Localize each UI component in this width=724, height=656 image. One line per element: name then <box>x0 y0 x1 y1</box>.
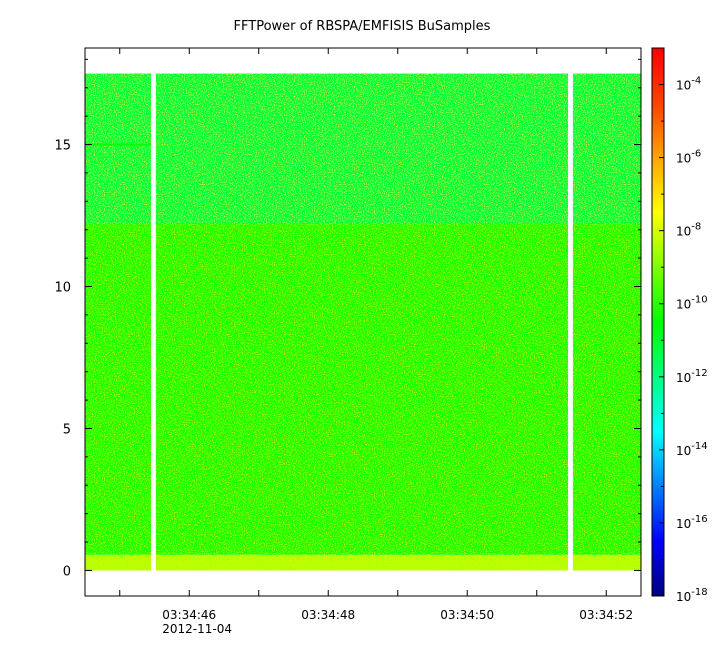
colorbar-ticks: 10-4 10-6 10-8 10-10 10-12 10-14 10-16 10-18 <box>659 47 708 604</box>
data-gap <box>568 73 573 571</box>
x-date-label: 2012-11-04 <box>162 622 232 636</box>
power-band <box>85 73 641 225</box>
data-gap <box>151 73 156 571</box>
colorbar-tick-label: 10-16 <box>676 514 708 531</box>
colorbar-tick-label: 10-6 <box>676 149 701 166</box>
y-tick-label: 0 <box>63 564 71 579</box>
y-tick-label: 10 <box>54 281 71 296</box>
y-axis: 0 5 10 15 <box>54 58 641 579</box>
power-band <box>85 224 641 555</box>
spectrogram-image <box>85 73 641 571</box>
plot-frame <box>84 47 642 597</box>
colorbar-tick-label: 10-10 <box>676 295 708 312</box>
power-band <box>85 554 641 571</box>
colorbar-tick-label: 10-18 <box>676 587 708 604</box>
colorbar-tick-label: 10-8 <box>676 222 701 239</box>
colorbar-tick-label: 10-12 <box>676 368 708 385</box>
colorbar-tick-label: 10-14 <box>676 441 708 458</box>
y-tick-label: 15 <box>54 139 71 154</box>
y-tick-label: 5 <box>63 422 71 437</box>
x-tick-label: 03:34:50 <box>440 608 494 622</box>
x-tick-label: 03:34:48 <box>301 608 355 622</box>
narrow-line-feature <box>85 143 152 146</box>
colorbar: 10-4 10-6 10-8 10-10 10-12 10-14 10-16 10-18 <box>651 47 708 604</box>
colorbar-tick-label: 10-4 <box>676 76 701 93</box>
x-tick-label: 03:34:46 <box>162 608 216 622</box>
data-gaps <box>151 73 573 571</box>
colorbar-gradient <box>651 47 665 597</box>
chart-title: FFTPower of RBSPA/EMFISIS BuSamples <box>234 19 491 34</box>
x-tick-label: 03:34:52 <box>579 608 633 622</box>
